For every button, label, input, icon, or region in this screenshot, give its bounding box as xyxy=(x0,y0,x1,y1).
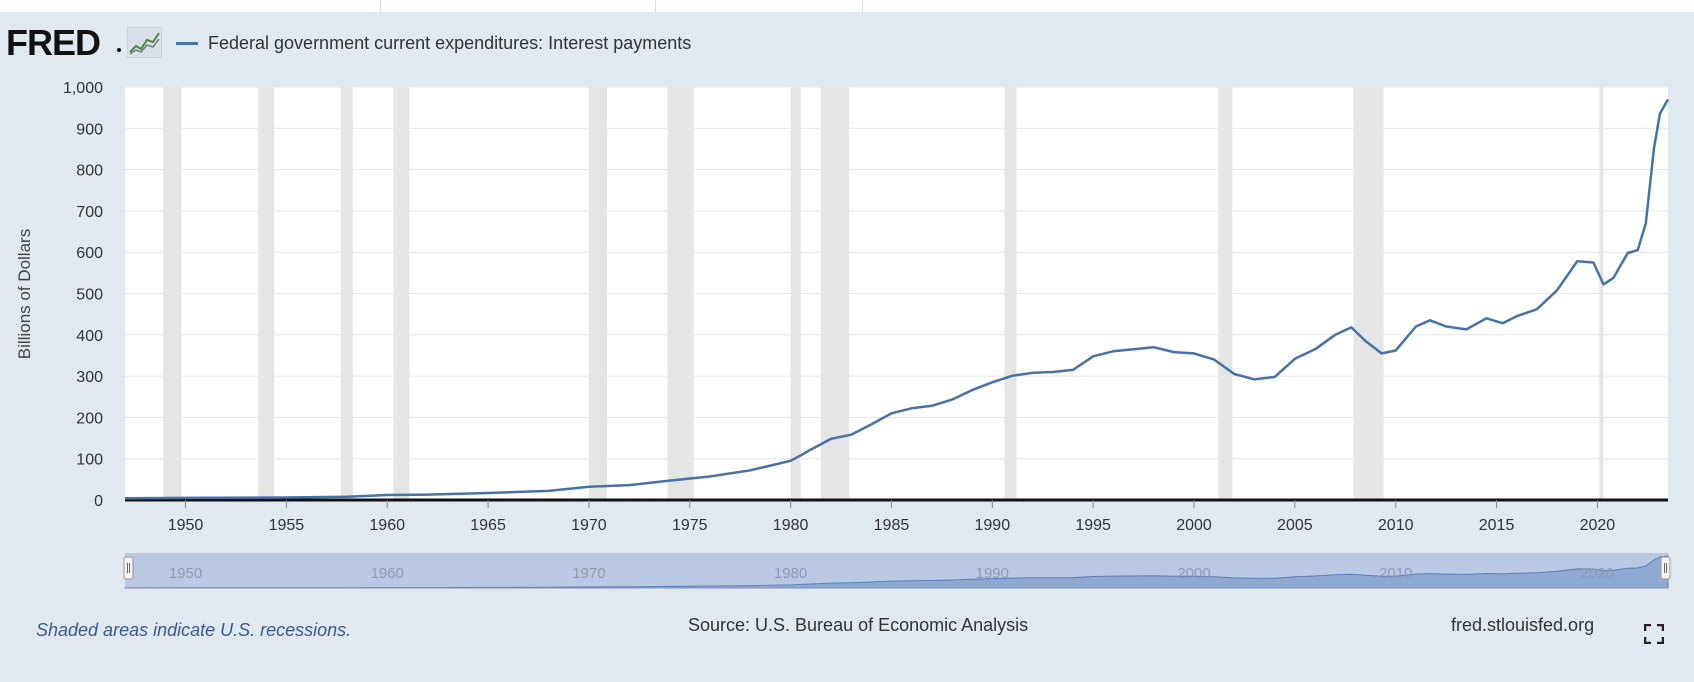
y-tick-label: 500 xyxy=(76,287,103,304)
logo-registered-mark xyxy=(117,48,121,52)
x-tick-label: 1995 xyxy=(1075,517,1111,534)
navigator-tick-label: 2000 xyxy=(1177,565,1210,582)
legend-label: Federal government current expenditures:… xyxy=(208,32,692,53)
x-tick-label: 2020 xyxy=(1580,517,1616,534)
y-tick-label: 1,000 xyxy=(63,80,103,97)
y-tick-label: 700 xyxy=(76,204,103,221)
x-tick-label: 1975 xyxy=(672,517,708,534)
navigator-left-handle[interactable] xyxy=(123,556,134,580)
navigator-series xyxy=(124,555,1669,589)
top-strip xyxy=(0,0,1694,12)
x-tick-label: 2005 xyxy=(1277,517,1313,534)
navigator-tick-label: 1950 xyxy=(169,565,202,582)
chart-legend[interactable]: Federal government current expenditures:… xyxy=(176,32,691,54)
y-tick-label: 600 xyxy=(76,245,103,262)
y-tick-label: 400 xyxy=(76,328,103,345)
x-tick-label: 1965 xyxy=(470,517,506,534)
x-tick-label: 1955 xyxy=(269,517,305,534)
y-axis-label: Billions of Dollars xyxy=(15,229,34,359)
x-tick-label: 1980 xyxy=(773,517,809,534)
navigator-tick-label: 1970 xyxy=(572,565,605,582)
navigator-right-handle[interactable] xyxy=(1660,556,1671,580)
x-tick-label: 1970 xyxy=(571,517,607,534)
navigator-tick-label: 2020 xyxy=(1581,565,1614,582)
navigator-tick-label: 1990 xyxy=(976,565,1009,582)
x-tick-label: 1960 xyxy=(369,517,405,534)
legend-swatch xyxy=(176,41,198,45)
y-tick-label: 900 xyxy=(76,121,103,138)
y-tick-label: 100 xyxy=(76,452,103,469)
navigator-tick-label: 1960 xyxy=(371,565,404,582)
navigator-tick-label: 1980 xyxy=(774,565,807,582)
recession-note: Shaded areas indicate U.S. recessions. xyxy=(36,620,352,640)
source-note: Source: U.S. Bureau of Economic Analysis xyxy=(688,615,1029,635)
x-tick-label: 2010 xyxy=(1378,517,1414,534)
y-tick-label: 200 xyxy=(76,410,103,427)
y-tick-label: 0 xyxy=(94,493,103,510)
fred-logo[interactable]: FRED xyxy=(6,22,101,63)
fullscreen-icon[interactable] xyxy=(1643,623,1665,645)
x-tick-label: 2000 xyxy=(1176,517,1212,534)
site-link[interactable]: fred.stlouisfed.org xyxy=(1451,615,1595,635)
y-tick-label: 300 xyxy=(76,369,103,386)
line-chart-icon xyxy=(127,27,162,58)
series-line xyxy=(124,98,1670,500)
y-tick-label: 800 xyxy=(76,163,103,180)
navigator-tick-label: 2010 xyxy=(1379,565,1412,582)
x-tick-label: 1950 xyxy=(168,517,204,534)
x-tick-label: 2015 xyxy=(1479,517,1515,534)
x-tick-label: 1985 xyxy=(874,517,910,534)
x-tick-label: 1990 xyxy=(975,517,1011,534)
